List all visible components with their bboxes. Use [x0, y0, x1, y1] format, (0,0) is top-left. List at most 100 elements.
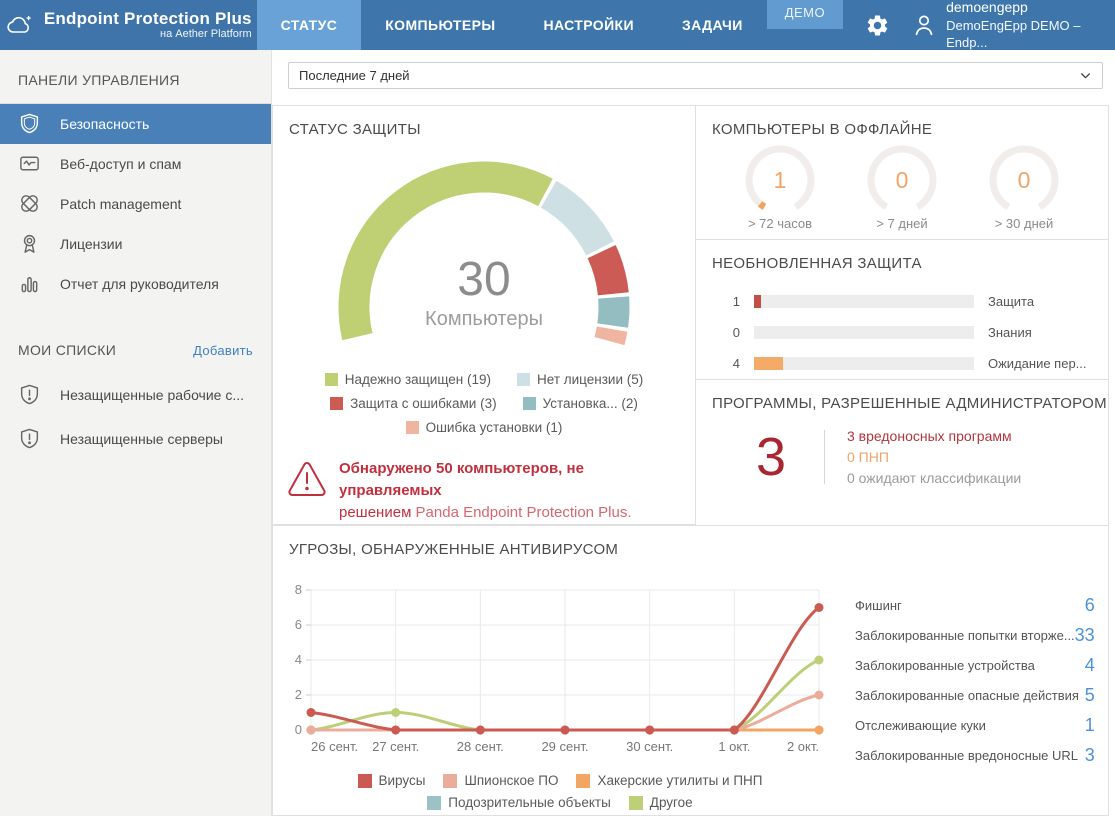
- bar-track: [754, 357, 974, 370]
- threat-count[interactable]: 5: [1084, 684, 1095, 705]
- threat-count[interactable]: 3: [1084, 744, 1095, 765]
- legend-label: Шпионское ПО: [464, 773, 559, 788]
- threat-count[interactable]: 33: [1074, 624, 1095, 645]
- admin-allowed-item[interactable]: 3 вредоносных программ: [847, 428, 1012, 444]
- sidebar-item-unprotected-servers[interactable]: Незащищенные серверы: [0, 417, 271, 461]
- main-tabs: СТАТУС КОМПЬЮТЕРЫ НАСТРОЙКИ ЗАДАЧИ: [256, 0, 767, 50]
- unmanaged-computers-warning[interactable]: Обнаружено 50 компьютеров, не управляемы…: [287, 458, 687, 523]
- admin-allowed-item[interactable]: 0 ожидают классификации: [847, 470, 1022, 486]
- threats-title: УГРОЗЫ, ОБНАРУЖЕННЫЕ АНТИВИРУСОМ: [289, 541, 619, 558]
- threats-counters-list: Фишинг 6 Заблокированные попытки вторже...…: [855, 590, 1095, 810]
- shield-alert-icon: [18, 427, 42, 451]
- tab-status[interactable]: СТАТУС: [256, 0, 362, 50]
- legend-label: Подозрительные объекты: [448, 795, 611, 810]
- admin-allowed-item[interactable]: 0 ПНП: [847, 449, 889, 465]
- svg-text:30 сент.: 30 сент.: [626, 739, 673, 754]
- main-content: Последние 7 дней СТАТУС ЗАЩИТЫ 30 Компьют…: [272, 50, 1115, 816]
- outdated-bar-row[interactable]: 0 Знания: [722, 325, 1092, 340]
- app-logo: Endpoint Protection Plus на Aether Platf…: [0, 0, 257, 50]
- warning-line2-prefix: решением: [339, 503, 416, 521]
- threat-count[interactable]: 1: [1084, 714, 1095, 735]
- legend-swatch: [517, 373, 531, 386]
- offline-gauge: 0 > 30 дней: [976, 144, 1072, 231]
- user-menu[interactable]: demoengepp DemoEngEpp DEMO – Endp...: [910, 0, 1105, 52]
- svg-text:29 сент.: 29 сент.: [541, 739, 588, 754]
- legend-item: Нет лицензии (5): [517, 372, 643, 387]
- legend-swatch: [324, 373, 338, 386]
- sidebar-item-label: Patch management: [60, 196, 182, 212]
- legend-label: Надежно защищен (19): [344, 372, 492, 387]
- threats-line-chart[interactable]: 0 2 4 6 8 26 сент. 27 сент. 28 сент. 29 сент. 30 …: [279, 582, 841, 762]
- offline-gauge-label: > 7 дней: [876, 216, 928, 231]
- sidebar-item-security[interactable]: Безопасность: [0, 104, 271, 144]
- bar-label: Ожидание пер...: [988, 356, 1087, 371]
- threat-count[interactable]: 6: [1084, 594, 1095, 615]
- license-icon: [18, 232, 42, 256]
- user-account: DemoEngEpp DEMO – Endp...: [946, 17, 1081, 51]
- threat-list-row[interactable]: Отслеживающие куки 1: [855, 710, 1095, 740]
- legend-label: Защита с ошибками (3): [350, 396, 497, 411]
- legend-swatch: [443, 773, 458, 788]
- shield-alert-icon: [18, 383, 42, 407]
- svg-text:28 сент.: 28 сент.: [457, 739, 504, 754]
- tab-settings[interactable]: НАСТРОЙКИ: [543, 17, 634, 33]
- app-subtitle: на Aether Platform: [160, 28, 252, 41]
- threat-list-row[interactable]: Заблокированные попытки вторже... 33: [855, 620, 1095, 650]
- outdated-bar-row[interactable]: 1 Защита: [722, 294, 1092, 309]
- svg-text:30: 30: [457, 253, 510, 306]
- threats-panel: УГРОЗЫ, ОБНАРУЖЕННЫЕ АНТИВИРУСОМ 0 2 4 6 8 26…: [272, 525, 1109, 816]
- svg-text:2 окт.: 2 окт.: [787, 739, 819, 754]
- protection-status-legend: Надежно защищен (19) Нет лицензии (5) Защи…: [281, 372, 687, 435]
- offline-gauge-chart: 0: [989, 145, 1059, 210]
- bar-track: [754, 326, 974, 339]
- admin-allowed-total[interactable]: 3: [755, 427, 787, 487]
- sidebar-item-unprotected-workstations[interactable]: Незащищенные рабочие с...: [0, 373, 271, 417]
- svg-text:0: 0: [295, 722, 302, 737]
- threat-list-row[interactable]: Заблокированные опасные действия 5: [855, 680, 1095, 710]
- threat-count[interactable]: 4: [1084, 654, 1095, 675]
- svg-text:0: 0: [1018, 167, 1031, 193]
- bar-label: Защита: [988, 294, 1035, 309]
- outdated-protection-panel: НЕОБНОВЛЕННАЯ ЗАЩИТА 1 Защита 0 Знания 4 Ожид…: [695, 239, 1109, 380]
- warning-line1: Обнаружено 50 компьютеров, не управляемы…: [339, 460, 584, 499]
- tab-computers[interactable]: КОМПЬЮТЕРЫ: [385, 17, 496, 33]
- tab-tasks[interactable]: ЗАДАЧИ: [681, 17, 743, 33]
- offline-computers-panel: КОМПЬЮТЕРЫ В ОФФЛАЙНЕ 1 > 72 часов 0 > 7 дн…: [695, 105, 1109, 240]
- legend-item: Ошибка установки (1): [405, 420, 562, 435]
- bar-track: [754, 295, 974, 308]
- add-list-link[interactable]: Добавить: [193, 342, 253, 358]
- admin-allowed-panel: ПРОГРАММЫ, РАЗРЕШЕННЫЕ АДМИНИСТРАТОРОМ 3…: [695, 379, 1109, 526]
- svg-text:4: 4: [295, 652, 302, 667]
- date-range-select[interactable]: Последние 7 дней: [288, 62, 1103, 89]
- sidebar-item-label: Безопасность: [60, 116, 150, 132]
- gear-icon: [865, 13, 890, 38]
- legend-swatch: [357, 773, 372, 788]
- sidebar-item-executive-report[interactable]: Отчет для руководителя: [0, 264, 271, 304]
- warning-brand-link[interactable]: Panda Endpoint Protection Plus.: [415, 503, 632, 521]
- legend-item: Защита с ошибками (3): [330, 396, 497, 411]
- legend-swatch: [576, 773, 591, 788]
- sidebar-item-patch-management[interactable]: Patch management: [0, 184, 271, 224]
- sidebar-dashboards-header: ПАНЕЛИ УПРАВЛЕНИЯ: [18, 72, 180, 88]
- offline-gauge-chart: 1: [745, 145, 815, 210]
- sidebar-item-label: Веб-доступ и спам: [60, 156, 182, 172]
- legend-label: Хакерские утилиты и ПНП: [597, 773, 763, 788]
- threat-list-row[interactable]: Фишинг 6: [855, 590, 1095, 620]
- user-name: demoengepp: [946, 0, 1028, 16]
- threat-label: Заблокированные устройства: [855, 657, 1035, 673]
- threat-list-row[interactable]: Заблокированные устройства 4: [855, 650, 1095, 680]
- legend-item: Установка... (2): [522, 396, 638, 411]
- date-range-value: Последние 7 дней: [299, 68, 410, 83]
- top-bar: Endpoint Protection Plus на Aether Platf…: [0, 0, 1115, 50]
- sidebar-item-licenses[interactable]: Лицензии: [0, 224, 271, 264]
- threat-list-row[interactable]: Заблокированные вредоносные URL 3: [855, 740, 1095, 770]
- svg-text:6: 6: [295, 617, 302, 632]
- sidebar-item-web-access-spam[interactable]: Веб-доступ и спам: [0, 144, 271, 184]
- settings-gear-button[interactable]: [865, 13, 890, 38]
- bar-value: 0: [732, 325, 740, 340]
- offline-computers-title: КОМПЬЮТЕРЫ В ОФФЛАЙНЕ: [712, 121, 933, 138]
- outdated-bar-row[interactable]: 4 Ожидание пер...: [722, 356, 1092, 371]
- svg-text:26 сент.: 26 сент.: [311, 739, 358, 754]
- offline-gauge-label: > 30 дней: [994, 216, 1054, 231]
